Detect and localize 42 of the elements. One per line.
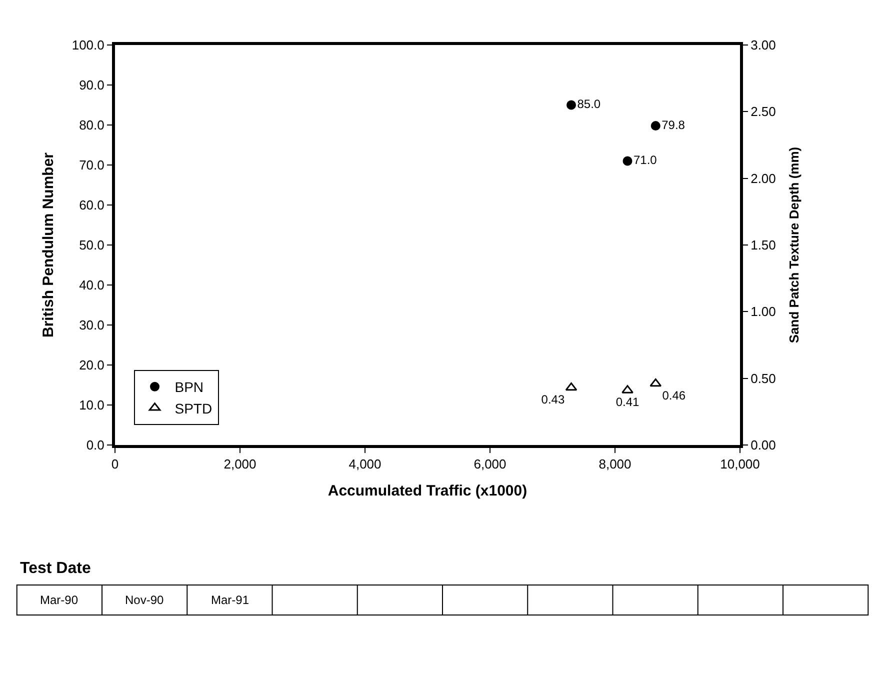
point bbox=[650, 121, 660, 131]
point bbox=[622, 156, 632, 166]
y-tick-label: 60.0 bbox=[79, 198, 104, 213]
x-tick-label: 2,000 bbox=[224, 456, 256, 472]
y-axis-title: British Pendulum Number bbox=[40, 152, 58, 338]
y2-axis-title: Sand Patch Texture Depth (mm) bbox=[786, 146, 802, 344]
y-tick-label: 0.0 bbox=[86, 438, 104, 453]
data-label: 79.8 bbox=[662, 118, 686, 132]
point bbox=[566, 100, 576, 110]
y-tick-label: 30.0 bbox=[79, 318, 104, 333]
y-tick-label: 10.0 bbox=[79, 398, 104, 413]
y2-tick-label: 0.50 bbox=[750, 370, 776, 386]
data-label: 71.0 bbox=[634, 153, 658, 167]
y-tick-label: 40.0 bbox=[79, 278, 104, 293]
y-tick-label: 20.0 bbox=[79, 358, 104, 373]
y2-tick-label: 1.00 bbox=[750, 304, 776, 320]
x-tick-label: 0 bbox=[111, 456, 119, 472]
x-tick-label: 10,000 bbox=[720, 456, 760, 472]
x-axis-title: Accumulated Traffic (x1000) bbox=[328, 482, 528, 500]
legend-label: BPN bbox=[174, 379, 204, 396]
y-tick-label: 70.0 bbox=[79, 158, 104, 173]
data-label: 0.43 bbox=[541, 392, 565, 406]
x-tick-label: 8,000 bbox=[598, 456, 632, 472]
text: Mar-90 bbox=[40, 593, 78, 607]
legend-label: SPTD bbox=[174, 400, 212, 416]
data-label: 85.0 bbox=[577, 97, 601, 111]
data-label: 0.46 bbox=[662, 388, 686, 402]
x-tick-label: 4,000 bbox=[348, 456, 382, 472]
y2-tick-label: 3.00 bbox=[750, 38, 776, 53]
y-tick-label: 100.0 bbox=[72, 38, 104, 53]
y2-tick-label: 1.50 bbox=[750, 238, 776, 253]
y-tick-label: 50.0 bbox=[79, 238, 104, 253]
y2-tick-label: 2.00 bbox=[750, 170, 776, 186]
text: Mar-91 bbox=[211, 593, 250, 607]
text: Test Date bbox=[20, 560, 91, 577]
y2-tick-label: 2.50 bbox=[750, 104, 776, 120]
x-tick-label: 6,000 bbox=[474, 456, 506, 472]
y-tick-label: 90.0 bbox=[79, 78, 104, 93]
data-label: 0.41 bbox=[616, 394, 640, 409]
y2-tick-label: 0.00 bbox=[750, 438, 776, 453]
y-tick-label: 80.0 bbox=[79, 118, 104, 133]
text: Nov-90 bbox=[125, 593, 164, 607]
